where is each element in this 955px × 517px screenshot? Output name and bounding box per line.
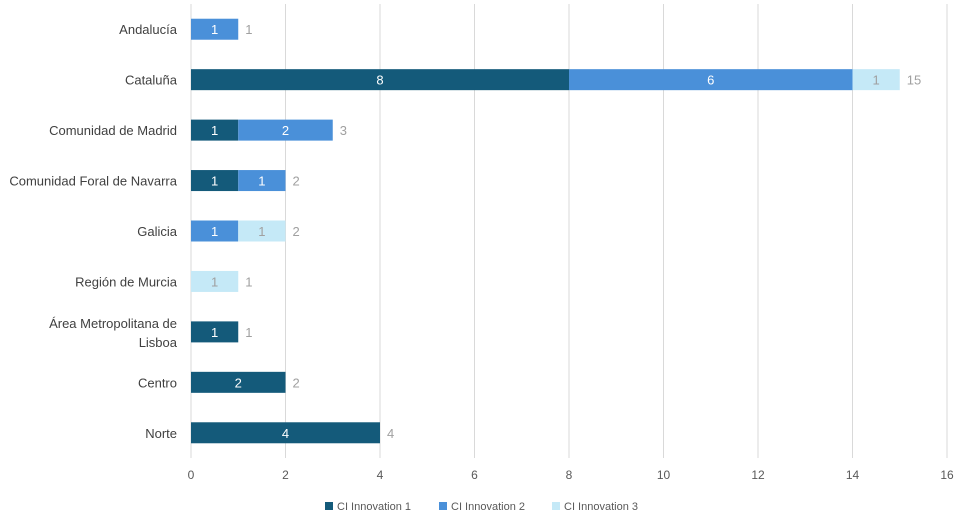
bar-segment xyxy=(238,220,286,242)
segment-value-label: 1 xyxy=(211,224,218,239)
segment-value-label: 4 xyxy=(282,426,289,441)
total-value-label: 2 xyxy=(293,375,300,390)
category-label: Comunidad Foral de Navarra xyxy=(9,174,177,189)
category-label: Galicia xyxy=(137,224,178,239)
bars xyxy=(191,18,900,444)
segment-value-label: 1 xyxy=(211,123,218,138)
x-tick-label: 12 xyxy=(751,468,765,482)
category-label: Comunidad de Madrid xyxy=(49,123,177,138)
bar-segment xyxy=(191,119,239,141)
x-tick-label: 10 xyxy=(657,468,671,482)
legend-label: CI Innovation 3 xyxy=(564,501,638,512)
category-label: Lisboa xyxy=(139,335,178,350)
segment-value-label: 1 xyxy=(211,174,218,189)
x-tick-label: 14 xyxy=(846,468,860,482)
legend-label: CI Innovation 2 xyxy=(451,501,525,512)
category-labels: Andalucía Cataluña Comunidad de Madrid Comu… xyxy=(9,22,177,441)
total-value-label: 2 xyxy=(293,224,300,239)
x-tick-label: 8 xyxy=(566,468,573,482)
category-label: Cataluña xyxy=(125,73,178,88)
segment-value-label: 8 xyxy=(376,73,383,88)
bar-segment xyxy=(191,270,239,292)
bar-segment xyxy=(191,371,286,393)
category-label: Centro xyxy=(138,375,177,390)
segment-value-label: 1 xyxy=(211,325,218,340)
segment-value-label: 6 xyxy=(707,73,714,88)
bar-segment xyxy=(191,69,569,91)
bar-segment xyxy=(191,422,380,444)
total-value-label: 4 xyxy=(387,426,394,441)
legend: CI Innovation 1 CI Innovation 2 CI Innovat… xyxy=(325,501,638,513)
segment-value-label: 2 xyxy=(282,123,289,138)
total-value-label: 2 xyxy=(293,174,300,189)
bar-segment xyxy=(191,220,239,242)
total-value-label: 3 xyxy=(340,123,347,138)
total-value-label: 1 xyxy=(245,22,252,37)
segment-value-label: 1 xyxy=(873,73,880,88)
category-label: Área Metropolitana de xyxy=(49,316,177,331)
category-label: Región de Murcia xyxy=(75,274,178,289)
legend-swatch xyxy=(439,502,447,510)
bar-segment xyxy=(238,119,333,141)
total-value-label: 1 xyxy=(245,274,252,289)
bar-segment xyxy=(191,170,239,192)
bar-segment xyxy=(238,170,286,192)
legend-swatch xyxy=(552,502,560,510)
category-label: Andalucía xyxy=(119,22,178,37)
segment-value-label: 1 xyxy=(211,274,218,289)
x-tick-label: 4 xyxy=(377,468,384,482)
legend-swatch xyxy=(325,502,333,510)
total-value-label: 15 xyxy=(907,73,921,88)
total-value-label: 1 xyxy=(245,325,252,340)
bar-segment xyxy=(191,18,239,40)
segment-value-label: 1 xyxy=(211,22,218,37)
category-label: Norte xyxy=(145,426,177,441)
segment-value-label: 1 xyxy=(258,174,265,189)
bar-labels: 1 1 8 6 1 15 1 2 3 1 1 2 1 1 2 1 1 1 1 2 2 4 4 xyxy=(211,22,921,441)
x-tick-label: 16 xyxy=(940,468,954,482)
bar-segment xyxy=(191,321,239,343)
segment-value-label: 2 xyxy=(235,375,242,390)
bar-segment xyxy=(569,69,853,91)
bar-segment xyxy=(852,69,900,91)
x-tick-label: 2 xyxy=(282,468,289,482)
legend-label: CI Innovation 1 xyxy=(337,501,411,512)
x-tick-label: 0 xyxy=(188,468,195,482)
segment-value-label: 1 xyxy=(258,224,265,239)
x-tick-labels: 0 2 4 6 8 10 12 14 16 xyxy=(188,468,954,482)
x-tick-label: 6 xyxy=(471,468,478,482)
